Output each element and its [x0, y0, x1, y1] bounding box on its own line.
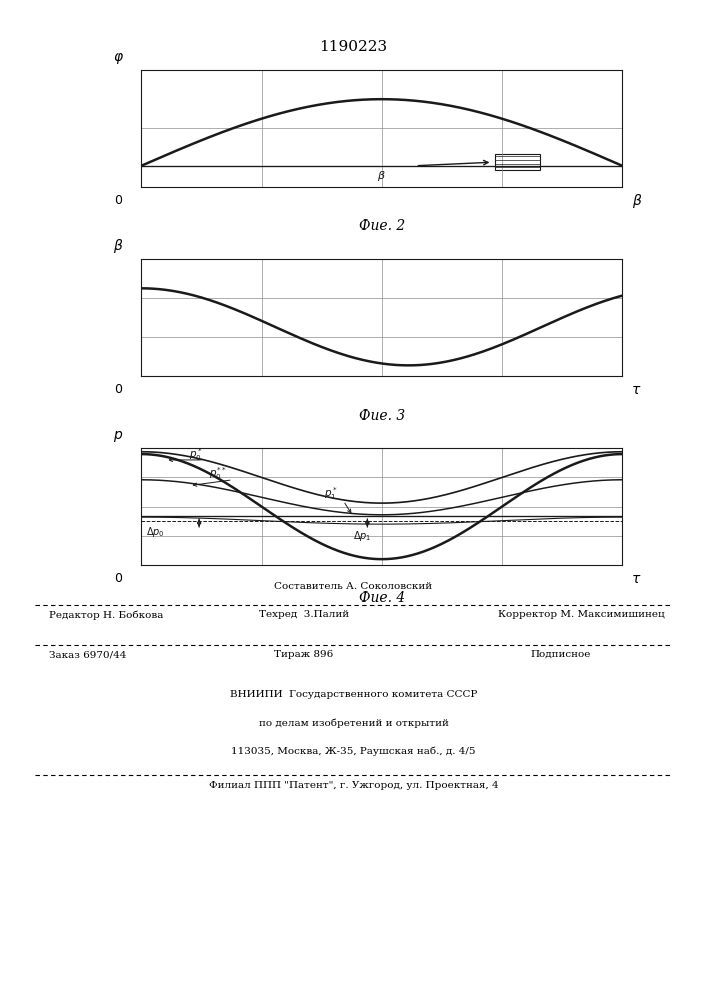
Text: φ: φ [113, 50, 122, 64]
Text: Редактор Н. Бобкова: Редактор Н. Бобкова [49, 610, 164, 619]
Text: Корректор М. Максимишинец: Корректор М. Максимишинец [498, 610, 665, 619]
Text: ВНИИПИ  Государственного комитета СССР: ВНИИПИ Государственного комитета СССР [230, 690, 477, 699]
Text: β: β [632, 194, 641, 208]
Text: β: β [113, 239, 122, 253]
Text: 1190223: 1190223 [320, 40, 387, 54]
Text: 0: 0 [114, 572, 122, 585]
Text: $p_0^*$: $p_0^*$ [189, 446, 204, 463]
Text: $p_1^*$: $p_1^*$ [324, 485, 338, 502]
Text: $\beta$: $\beta$ [378, 169, 386, 183]
Bar [495, 154, 540, 170]
Text: τ: τ [632, 572, 640, 586]
Text: Подписное: Подписное [530, 650, 590, 659]
Text: Фие. 3: Фие. 3 [358, 409, 405, 423]
Text: p: p [113, 428, 122, 442]
Text: $\Delta p_0$: $\Delta p_0$ [146, 525, 165, 539]
Text: Заказ 6970/44: Заказ 6970/44 [49, 650, 127, 659]
Text: Составитель А. Соколовский: Составитель А. Соколовский [274, 582, 433, 591]
Text: 113035, Москва, Ж-35, Раушская наб., д. 4/5: 113035, Москва, Ж-35, Раушская наб., д. … [231, 746, 476, 756]
Text: Фие. 4: Фие. 4 [358, 591, 405, 605]
Text: 0: 0 [114, 194, 122, 207]
Text: Филиал ППП "Патент", г. Ужгород, ул. Проектная, 4: Филиал ППП "Патент", г. Ужгород, ул. Про… [209, 781, 498, 790]
Text: 0: 0 [114, 383, 122, 396]
Text: Фие. 2: Фие. 2 [358, 219, 405, 233]
Text: Тираж 896: Тираж 896 [274, 650, 334, 659]
Text: по делам изобретений и открытий: по делам изобретений и открытий [259, 718, 448, 728]
Text: τ: τ [632, 383, 640, 397]
Text: $\Delta p_1$: $\Delta p_1$ [353, 529, 371, 543]
Text: Техред  3.Палий: Техред 3.Палий [259, 610, 349, 619]
Text: $p_0^{**}$: $p_0^{**}$ [209, 466, 226, 482]
